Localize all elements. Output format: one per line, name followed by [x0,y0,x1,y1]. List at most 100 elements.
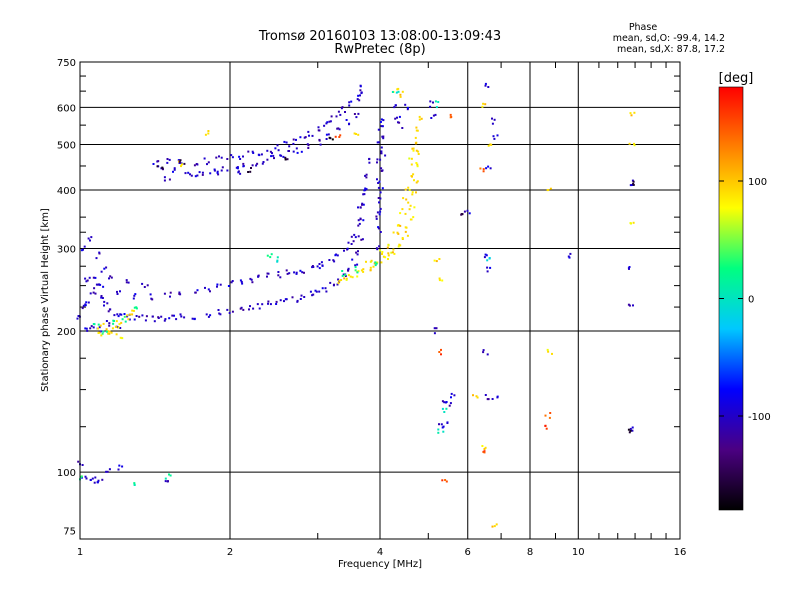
x-tick-label: 1 [77,547,83,558]
data-point [92,291,95,294]
data-point [357,250,359,253]
data-point [357,270,360,273]
data-point [627,428,630,431]
data-point [339,113,342,116]
data-point [173,167,176,170]
data-point [120,321,123,324]
data-point [347,274,350,277]
data-point [364,187,367,190]
data-point [549,187,552,190]
data-point [397,121,399,124]
data-point [216,285,218,288]
data-point [238,155,241,158]
data-point [98,326,101,329]
data-point [196,174,199,177]
data-point [292,142,295,145]
data-point [146,284,149,287]
data-point [633,142,635,145]
data-point [446,421,449,424]
data-point [358,99,361,102]
data-point [195,163,198,165]
data-point [397,90,400,93]
data-point [291,296,294,299]
data-point [412,173,415,176]
data-point [135,306,138,309]
data-point [80,475,83,478]
data-point [183,316,186,319]
data-point [486,266,489,269]
data-point [351,258,354,261]
data-point [295,147,298,150]
data-point [204,286,206,289]
data-point [365,176,368,179]
data-point [357,235,360,238]
data-point [169,474,172,477]
data-point [77,460,80,463]
data-point [179,159,182,162]
data-point [132,309,135,312]
data-point [372,265,375,268]
data-point [97,479,100,482]
data-point [627,303,630,306]
data-point [399,93,402,96]
data-point [386,246,389,249]
data-point [363,189,366,192]
data-point [489,167,492,170]
data-point [84,277,87,280]
data-point [382,119,385,122]
data-point [99,330,102,333]
data-point [207,315,210,318]
data-point [164,318,167,321]
data-point [166,480,169,483]
data-point [324,287,327,290]
data-point [97,323,100,326]
data-point [376,141,379,144]
data-point [632,304,634,307]
data-point [135,315,138,317]
x-tick-label: 6 [465,547,471,558]
data-point [247,150,250,153]
data-point [328,120,331,123]
data-point [100,296,103,299]
data-point [631,184,634,186]
data-point [166,158,169,160]
data-point [279,276,282,279]
data-point [191,317,194,320]
data-point [325,290,328,293]
y-tick-label: 600 [57,103,76,114]
data-point [628,142,631,145]
data-points [76,82,636,528]
data-point [348,122,351,125]
data-point [184,172,187,175]
data-point [484,394,487,396]
data-point [336,254,339,257]
data-point [157,316,160,319]
data-point [399,95,402,98]
data-point [300,294,303,297]
data-point [359,94,361,97]
data-point [347,269,350,272]
data-point [417,153,420,155]
data-point [269,303,272,306]
data-point [121,337,124,340]
data-point [325,122,328,125]
data-point [468,212,471,215]
data-point [379,249,382,252]
data-point [482,102,485,105]
data-point [376,211,379,214]
data-point [354,264,357,267]
data-point [396,116,398,119]
data-point [341,274,344,277]
data-point [364,174,367,177]
data-point [168,317,171,320]
data-point [393,252,396,255]
data-point [299,269,302,272]
data-point [102,330,105,333]
data-point [489,266,492,269]
data-point [401,208,404,211]
data-point [91,477,94,480]
data-point [399,244,402,247]
data-point [266,254,269,257]
data-point [100,270,103,273]
data-point [340,107,343,110]
